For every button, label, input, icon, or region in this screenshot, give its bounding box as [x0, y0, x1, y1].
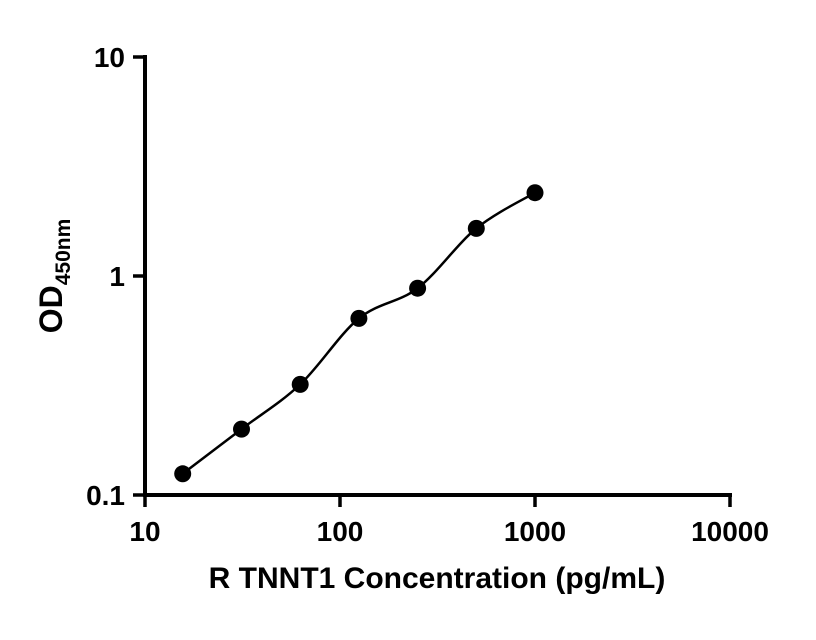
x-tick-label: 10000 [691, 516, 769, 547]
data-point [233, 420, 250, 438]
y-axis-title-subscript: 450nm [52, 219, 75, 286]
y-tick-label: 10 [94, 42, 125, 73]
axes-layer: 10 100 1000 10000 0.1 1 10 [86, 42, 769, 547]
x-tick-label: 1000 [504, 516, 566, 547]
data-point [526, 184, 544, 202]
x-axis-title: R TNNT1 Concentration (pg/mL) [209, 562, 666, 595]
data-point [291, 375, 309, 393]
axes [143, 55, 732, 497]
y-tick-label: 1 [109, 261, 125, 292]
data-point [174, 465, 192, 483]
y-axis-title-main: OD [33, 285, 69, 333]
plot-layer [174, 184, 544, 483]
data-point [409, 279, 427, 297]
x-tick-label: 100 [317, 516, 364, 547]
data-point [467, 219, 485, 237]
x-tick-label: 10 [129, 516, 160, 547]
data-point [350, 309, 368, 327]
y-tick-label: 0.1 [86, 480, 125, 511]
y-axis-title: OD450nm [33, 219, 75, 334]
